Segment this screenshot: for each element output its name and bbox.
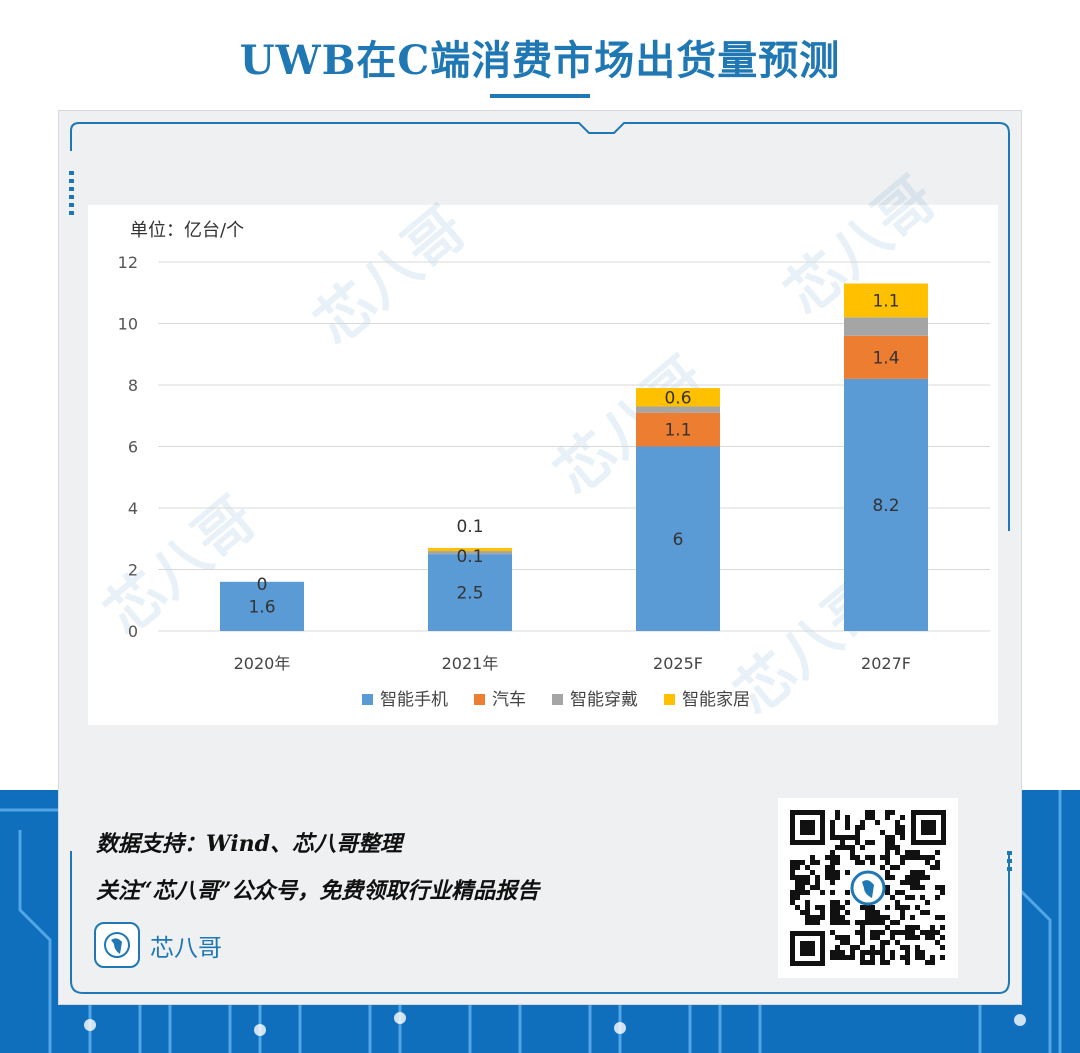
brand-name: 芯八哥 (150, 933, 222, 962)
follow-note: 关注“芯八哥”公众号，免费领取行业精品报告 (96, 878, 540, 904)
unit-label: 单位：亿台/个 (130, 220, 245, 241)
title-underline (490, 94, 590, 98)
page-title: UWB在C端消费市场出货量预测 (239, 37, 841, 84)
qr-code[interactable] (778, 798, 958, 978)
source-note: 数据支持：Wind、芯八哥整理 (96, 831, 403, 857)
brand: 芯八哥 (94, 922, 222, 968)
bird-logo-icon (94, 922, 140, 968)
